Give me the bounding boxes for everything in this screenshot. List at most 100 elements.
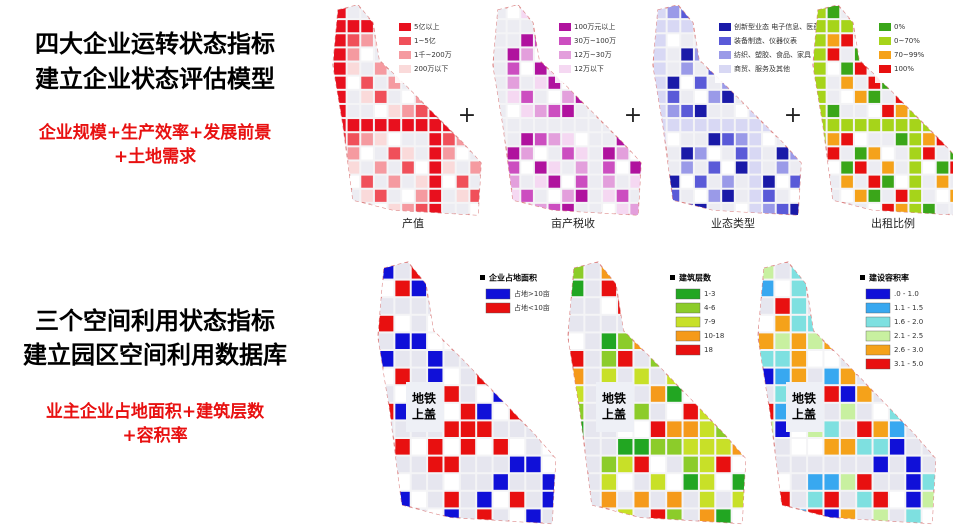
block	[868, 133, 881, 146]
block	[477, 439, 492, 455]
block	[411, 333, 427, 349]
block	[493, 368, 508, 385]
block	[379, 403, 394, 420]
block	[630, 133, 641, 146]
block	[477, 333, 492, 349]
block	[630, 203, 641, 215]
block	[542, 351, 556, 367]
block	[374, 104, 387, 118]
block	[857, 456, 872, 473]
block	[521, 6, 533, 19]
block	[922, 509, 936, 524]
block	[361, 203, 373, 215]
legend-label: .0 - 1.0	[894, 290, 919, 298]
block	[922, 456, 936, 473]
block	[494, 203, 506, 215]
block	[634, 456, 649, 473]
block	[507, 147, 520, 160]
block	[444, 491, 459, 508]
block	[808, 456, 823, 473]
block	[548, 133, 561, 146]
block	[775, 509, 790, 524]
block	[895, 6, 908, 19]
block	[509, 439, 525, 455]
block	[922, 403, 936, 420]
block	[460, 351, 476, 367]
block	[548, 119, 561, 132]
legend-swatch	[399, 23, 411, 31]
block	[494, 161, 506, 174]
block	[589, 161, 602, 174]
block	[763, 189, 775, 202]
block	[857, 509, 872, 524]
subtitle: +土地需求	[114, 146, 196, 167]
legend-title: 企业占地面积	[488, 273, 537, 283]
block	[601, 491, 617, 508]
block	[429, 175, 442, 188]
block	[791, 368, 807, 385]
block	[667, 491, 682, 508]
block	[909, 133, 922, 146]
block	[460, 421, 476, 437]
legend-label: 创新型业态 电子信息、医药	[734, 22, 820, 31]
block	[334, 76, 346, 89]
block	[857, 491, 872, 508]
block	[443, 161, 455, 174]
block	[534, 175, 547, 188]
block	[909, 203, 922, 215]
block	[699, 456, 715, 473]
block	[790, 90, 801, 103]
block	[444, 386, 459, 402]
block	[936, 161, 949, 174]
block	[569, 509, 584, 524]
block	[569, 368, 584, 385]
block	[909, 175, 922, 188]
block	[841, 161, 853, 174]
block	[603, 147, 615, 160]
block	[562, 147, 574, 160]
block	[650, 456, 666, 473]
block	[667, 48, 680, 61]
block	[361, 34, 373, 47]
block	[494, 90, 506, 103]
block	[722, 119, 734, 132]
block	[650, 298, 666, 314]
block	[585, 351, 600, 367]
block	[493, 439, 508, 455]
block	[722, 161, 734, 174]
block	[708, 119, 721, 132]
block	[411, 351, 427, 367]
block	[534, 189, 547, 202]
block	[827, 161, 840, 174]
legend-bullet	[480, 275, 485, 280]
block	[618, 351, 633, 367]
block	[854, 189, 867, 202]
block	[759, 368, 774, 385]
block	[334, 6, 346, 19]
block	[456, 6, 469, 19]
block	[667, 203, 680, 215]
legend-swatch	[559, 37, 571, 45]
block	[634, 491, 649, 508]
block	[443, 147, 455, 160]
block	[873, 439, 888, 455]
block	[667, 474, 682, 490]
block	[456, 203, 469, 215]
block	[681, 34, 693, 47]
block	[334, 175, 346, 188]
block	[654, 6, 666, 19]
legend-title: 建设容积率	[868, 273, 909, 283]
block	[906, 439, 921, 455]
legend-label: 2.1 - 2.5	[894, 332, 923, 340]
block	[814, 48, 826, 61]
block	[667, 62, 680, 75]
block	[650, 368, 666, 385]
block	[824, 491, 839, 508]
block	[603, 203, 615, 215]
block	[791, 439, 807, 455]
block	[840, 280, 856, 297]
block	[827, 90, 840, 103]
block	[708, 147, 721, 160]
block	[694, 6, 707, 19]
legend-label: 30万~100万	[574, 37, 616, 45]
